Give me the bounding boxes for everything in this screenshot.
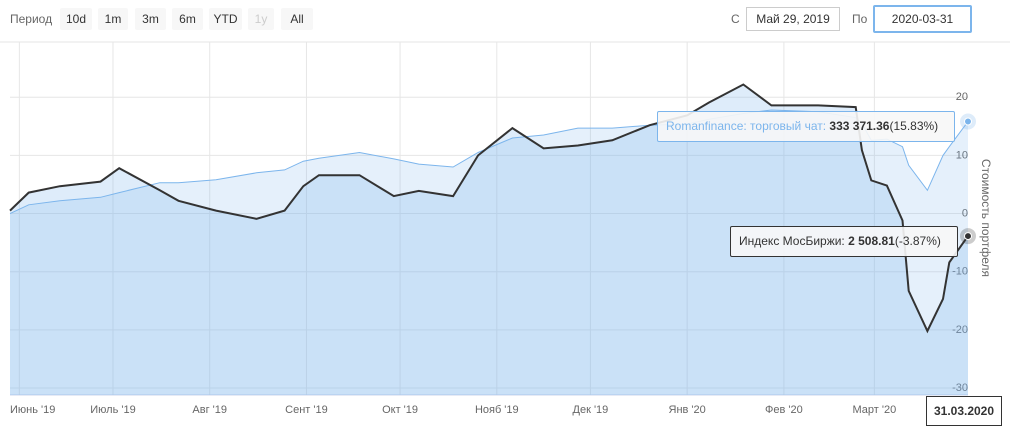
range-button[interactable]: 10d (60, 8, 92, 30)
y-tick-label: 10 (956, 149, 968, 161)
from-label: С (731, 12, 740, 26)
x-tick-label: Янв '20 (669, 404, 706, 416)
from-input[interactable]: Май 29, 2019 (746, 7, 840, 31)
x-tick-label: Июнь '19 (10, 404, 55, 416)
x-tick-label: Сент '19 (285, 404, 328, 416)
tooltip-label: Индекс МосБиржи: (739, 234, 845, 248)
to-input[interactable]: 2020-03-31 (873, 5, 972, 33)
x-tick-label: Март '20 (853, 404, 897, 416)
y-tick-label: 0 (962, 207, 968, 219)
x-tick-label: Нояб '19 (475, 404, 519, 416)
area (10, 110, 968, 395)
range-button[interactable]: 1m (98, 8, 128, 30)
tooltip: Romanfinance: торговый чат: 333 371.36(1… (657, 111, 955, 142)
x-tick-label: Дек '19 (573, 404, 609, 416)
y-tick-label: -20 (952, 324, 968, 336)
tooltip-change: (15.83%) (889, 119, 939, 133)
tooltip-value: 333 371.36 (829, 119, 890, 133)
end-marker (964, 232, 972, 241)
y-tick-label: 20 (956, 91, 968, 103)
y-tick-label: -10 (952, 266, 968, 278)
tooltip-label: Romanfinance: торговый чат: (666, 119, 827, 133)
tooltip-value: 2 508.81 (848, 234, 895, 248)
y-tick-label: -30 (952, 382, 968, 394)
tooltip: Индекс МосБиржи: 2 508.81(-3.87%) (730, 226, 958, 257)
range-button[interactable]: 3m (135, 8, 166, 30)
x-tick-label: Июль '19 (90, 404, 135, 416)
range-button: 1y (248, 8, 274, 30)
x-tick-label: Авг '19 (192, 404, 227, 416)
range-button[interactable]: 6m (172, 8, 203, 30)
x-tick-label: Фев '20 (765, 404, 803, 416)
range-button[interactable]: All (281, 8, 313, 30)
end-marker (964, 117, 972, 126)
tooltip-change: (-3.87%) (894, 234, 941, 248)
period-label: Период (10, 12, 53, 26)
crosshair-label: 31.03.2020 (926, 396, 1002, 426)
y-axis-title: Стоимость портфеля (979, 159, 993, 277)
range-button[interactable]: YTD (209, 8, 242, 30)
area (10, 84, 968, 395)
to-label: По (852, 12, 868, 26)
x-tick-label: Окт '19 (382, 404, 418, 416)
series-line (9, 83, 969, 334)
